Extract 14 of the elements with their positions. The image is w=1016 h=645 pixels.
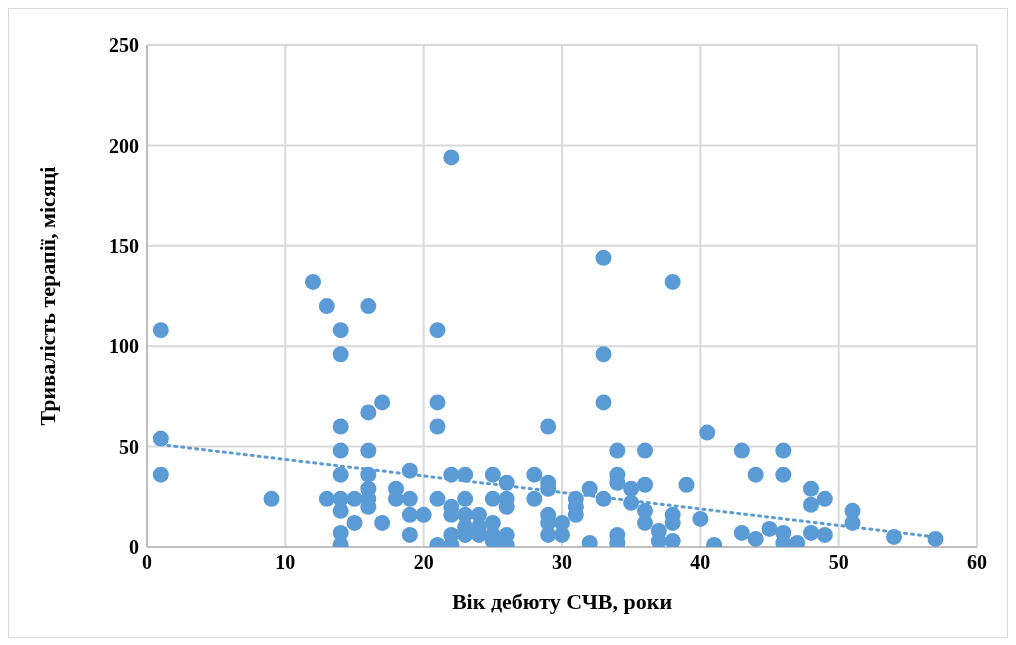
y-tick-label: 0 [129,536,139,559]
x-axis-title: Вік дебюту СЧВ, роки [451,589,673,614]
y-tick-label: 50 [119,435,139,458]
x-tick-label: 20 [413,551,434,574]
x-tick-label: 10 [275,551,296,574]
x-tick-label: 50 [828,551,849,574]
x-tick-label: 60 [967,551,987,574]
x-tick-label: 30 [552,551,572,574]
y-tick-label: 100 [109,335,139,358]
y-tick-label: 200 [109,134,139,157]
y-tick-label: 150 [109,234,139,257]
y-tick-label: 250 [109,34,139,57]
y-axis-title: Тривалість терапії, місяці [34,166,60,426]
x-tick-label: 40 [690,551,711,574]
